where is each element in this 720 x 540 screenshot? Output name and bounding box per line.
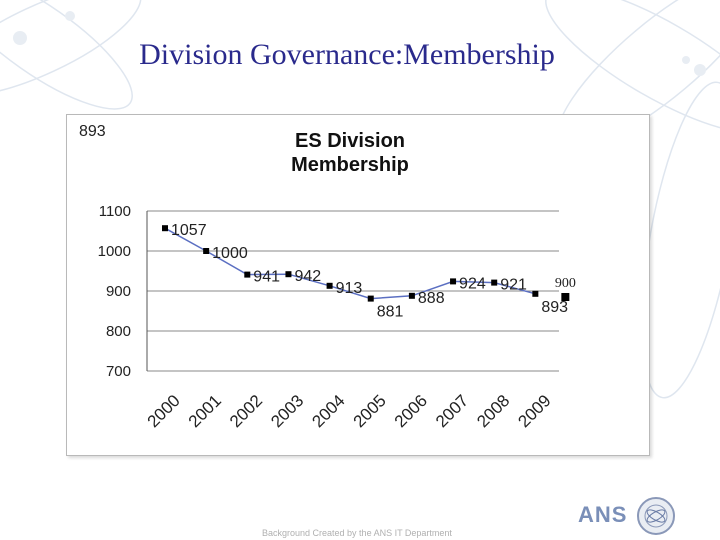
x-tick-label: 2006	[391, 391, 431, 431]
data-point-marker	[326, 282, 333, 289]
data-point-marker	[162, 225, 168, 232]
data-point-marker	[491, 279, 498, 286]
data-point-marker	[408, 292, 415, 299]
y-tick-label: 1000	[98, 243, 131, 260]
extra-point-marker	[561, 293, 570, 301]
chart-panel: 893 ES Division Membership 700 800 900 1000 11…	[66, 114, 650, 456]
data-label: 924	[459, 275, 486, 292]
x-tick-label: 2000	[144, 391, 184, 431]
data-point-marker	[367, 295, 374, 302]
x-tick-label: 2004	[308, 391, 348, 431]
data-label: 893	[541, 299, 568, 316]
y-tick-label: 900	[106, 283, 131, 300]
ans-logo: ANS	[578, 502, 628, 527]
extra-point-label: 900	[555, 276, 576, 291]
x-tick-label: 2008	[473, 391, 513, 431]
data-label: 942	[294, 268, 321, 285]
x-tick-label: 2003	[267, 391, 307, 431]
data-point-marker	[203, 248, 210, 254]
data-label: 941	[253, 269, 280, 286]
data-label: 881	[377, 304, 404, 321]
data-label: 1057	[171, 222, 207, 239]
x-tick-label: 2001	[185, 391, 225, 431]
data-point-marker	[450, 278, 457, 285]
data-point-marker	[285, 271, 292, 278]
data-point-marker	[244, 271, 251, 278]
slide-title: Division Governance:Membership	[139, 38, 555, 71]
ans-seal-icon	[637, 497, 675, 535]
x-tick-label: 2002	[226, 391, 266, 431]
data-label: 1000	[212, 245, 248, 262]
chart-corner-value: 893	[79, 123, 106, 140]
data-label: 913	[336, 280, 363, 297]
membership-series-line	[164, 227, 536, 300]
x-tick-label: 2009	[514, 391, 554, 431]
y-tick-label: 700	[106, 363, 131, 380]
chart-title-line: ES Division	[295, 130, 405, 152]
y-tick-label: 1100	[99, 203, 131, 220]
footer-credit: Background Created by the ANS IT Departm…	[262, 528, 452, 538]
chart-title-line: Membership	[291, 154, 409, 176]
y-tick-label: 800	[106, 323, 131, 340]
x-tick-label: 2007	[432, 391, 472, 431]
data-label: 888	[418, 290, 445, 307]
data-point-marker	[532, 290, 539, 297]
data-label: 921	[500, 277, 527, 294]
x-tick-label: 2005	[350, 391, 390, 431]
